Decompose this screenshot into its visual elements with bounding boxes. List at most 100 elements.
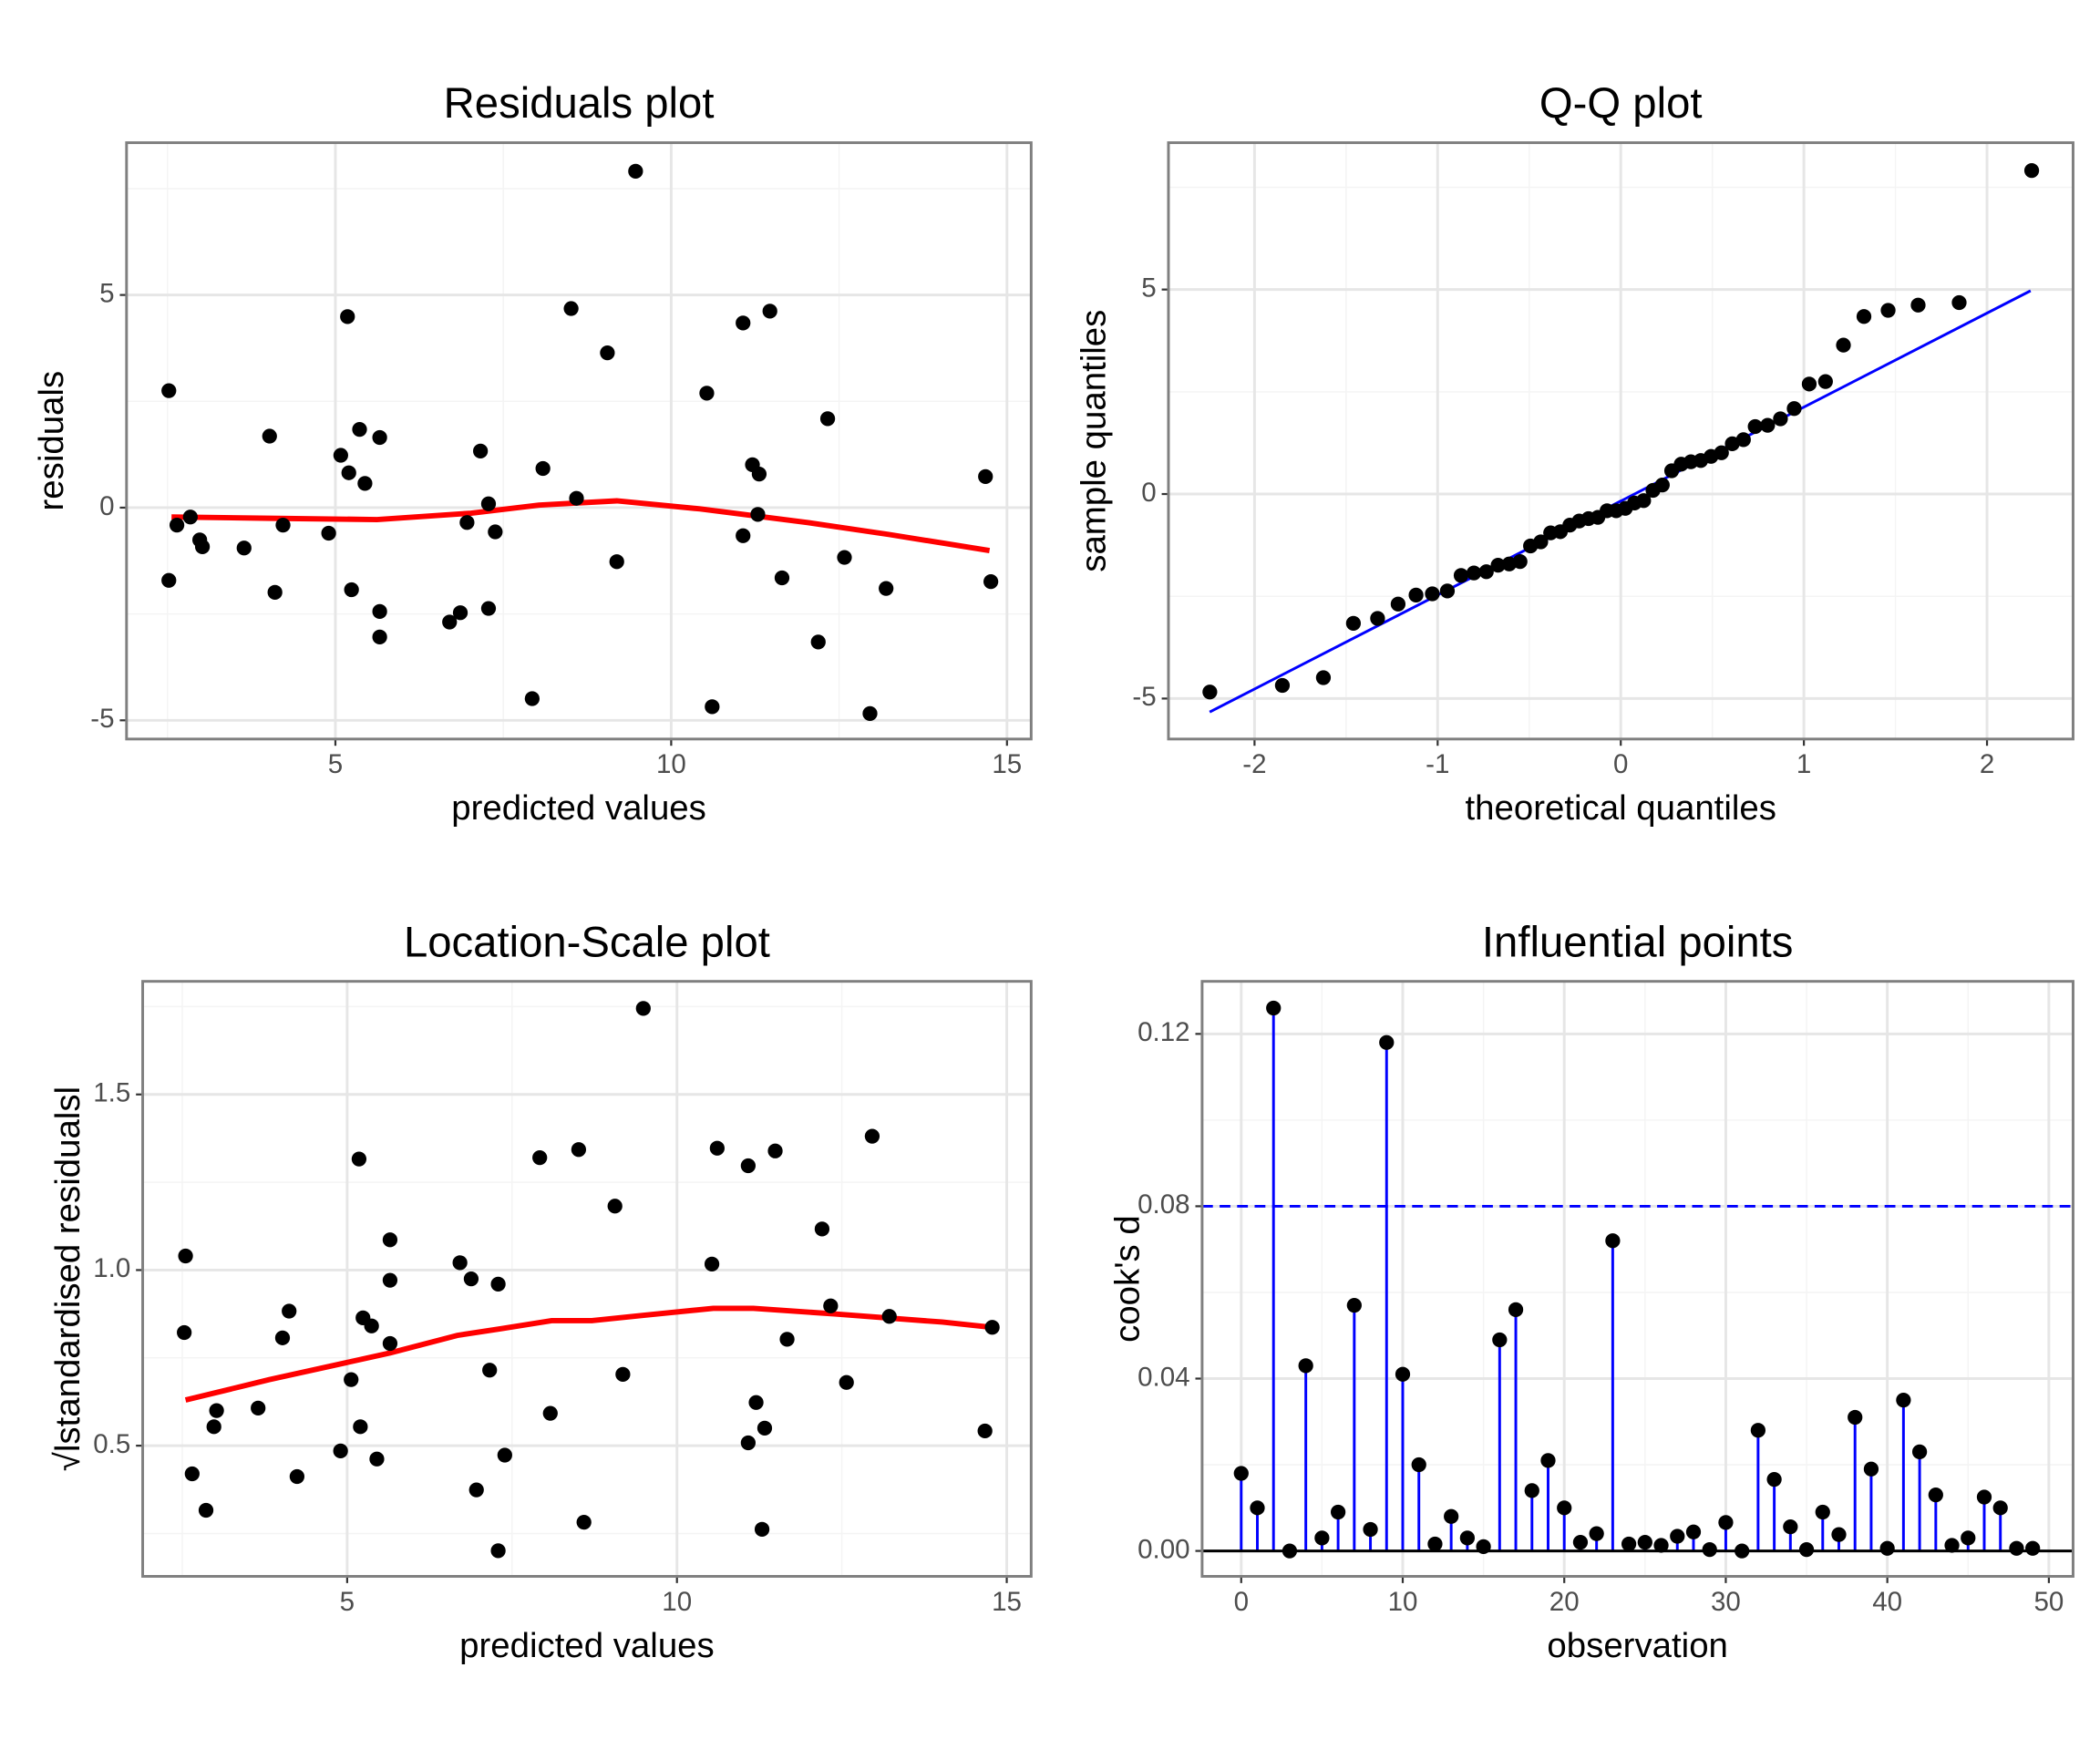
x-tick-label: 10	[662, 1587, 692, 1617]
x-tick-label: 20	[1549, 1587, 1580, 1617]
point	[1425, 586, 1440, 602]
point	[1798, 1542, 1815, 1558]
panel-border	[125, 141, 1033, 741]
point	[1557, 1500, 1572, 1516]
point	[1653, 1538, 1669, 1553]
point	[2009, 1540, 2024, 1556]
y-tick-label: 0.00	[1138, 1534, 1189, 1564]
point	[364, 1318, 379, 1333]
point	[1466, 565, 1482, 581]
point	[607, 1199, 623, 1214]
point	[542, 1405, 558, 1421]
point	[1453, 568, 1469, 583]
point	[198, 1502, 214, 1518]
point	[839, 1374, 854, 1390]
point	[480, 601, 497, 616]
point	[978, 468, 993, 485]
point	[1379, 1035, 1395, 1050]
point	[482, 1363, 498, 1378]
point	[372, 603, 387, 619]
point	[161, 383, 177, 398]
point	[1492, 1332, 1508, 1348]
point	[1636, 493, 1652, 509]
point	[1880, 303, 1896, 318]
point	[699, 386, 715, 401]
point	[814, 1221, 830, 1237]
x-tick-label: 10	[656, 749, 686, 779]
point	[1702, 1542, 1717, 1558]
point	[1747, 418, 1763, 435]
point	[1427, 1536, 1443, 1552]
point	[182, 510, 198, 525]
point	[1944, 1538, 1960, 1553]
point	[344, 582, 359, 598]
point	[1863, 1461, 1879, 1477]
y-tick-label: 0.04	[1138, 1362, 1189, 1392]
point	[837, 550, 852, 565]
point	[751, 466, 767, 482]
point	[1250, 1500, 1265, 1516]
point	[1395, 1366, 1411, 1382]
panel: Q-Q plot theoretical quantiles sample quan…	[1074, 79, 2074, 828]
point	[1370, 611, 1385, 626]
x-tick-label: 50	[2033, 1587, 2064, 1617]
point	[1444, 1508, 1459, 1524]
point	[184, 1466, 200, 1482]
point	[1524, 1483, 1539, 1498]
point	[340, 309, 355, 324]
point	[344, 1372, 359, 1387]
point	[490, 1543, 506, 1559]
x-tick-label: 1	[1796, 749, 1811, 779]
point	[1670, 1529, 1685, 1544]
point	[1512, 553, 1528, 570]
x-tick-label: -2	[1242, 749, 1266, 779]
panel-border	[141, 980, 1033, 1578]
point	[459, 515, 475, 530]
point	[569, 490, 584, 506]
point	[1314, 1530, 1330, 1546]
point	[1298, 1358, 1313, 1374]
point	[490, 1276, 506, 1292]
point	[382, 1335, 398, 1352]
point	[442, 614, 458, 630]
point	[1572, 1535, 1589, 1550]
point	[473, 443, 489, 459]
point	[369, 1451, 385, 1467]
point	[468, 1482, 484, 1498]
point	[1685, 1524, 1702, 1539]
point	[274, 1330, 291, 1345]
point	[1540, 1453, 1556, 1468]
point	[206, 1419, 221, 1435]
point	[1589, 1526, 1604, 1541]
x-tick-label: 0	[1613, 749, 1628, 779]
point	[194, 539, 211, 555]
point	[497, 1447, 512, 1463]
point	[704, 1256, 720, 1272]
y-tick-label: -5	[1132, 682, 1156, 712]
point	[1274, 677, 1291, 694]
point	[480, 496, 497, 511]
y-tick-label: 1.5	[93, 1078, 130, 1108]
point	[736, 528, 751, 543]
point	[819, 411, 836, 427]
point	[1896, 1393, 1911, 1408]
point	[1637, 1535, 1652, 1550]
point	[571, 1142, 587, 1158]
x-tick-label: 15	[992, 749, 1022, 779]
point	[1766, 1471, 1782, 1488]
point	[1724, 436, 1740, 451]
point	[1848, 1409, 1863, 1426]
point	[1390, 596, 1406, 612]
point	[1478, 564, 1494, 580]
point	[1315, 670, 1332, 685]
panel: Residuals plot predicted values residuals 5…	[32, 79, 1033, 828]
point	[452, 1255, 468, 1271]
point	[1879, 1540, 1895, 1556]
point	[1621, 1536, 1637, 1552]
point	[1605, 1233, 1621, 1249]
point	[1346, 1298, 1362, 1313]
point	[628, 163, 643, 179]
point	[1330, 1504, 1346, 1520]
point	[352, 421, 367, 438]
point	[984, 1320, 1000, 1335]
